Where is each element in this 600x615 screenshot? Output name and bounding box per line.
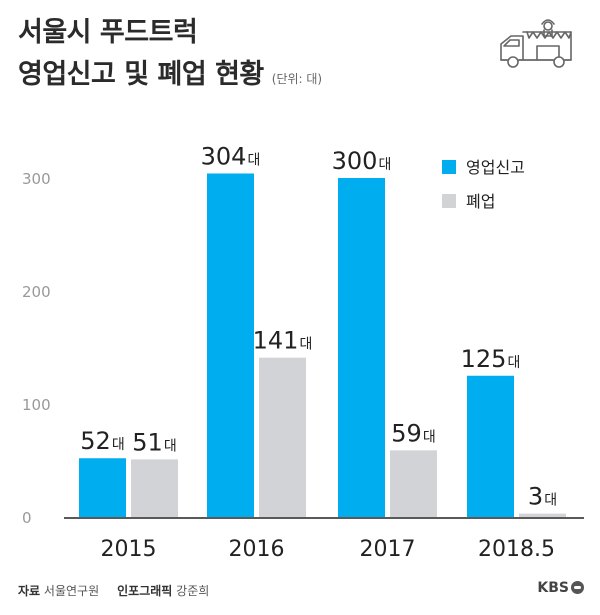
data-label: 59대 xyxy=(391,419,435,447)
bar-closure xyxy=(131,459,178,517)
data-label: 300대 xyxy=(332,147,392,175)
y-axis: 0 100 200 300 xyxy=(22,170,51,527)
x-tick-label: 2018.5 xyxy=(478,537,555,562)
x-axis: 2015 2016 2017 2018.5 xyxy=(64,517,584,562)
data-label: 125대 xyxy=(461,345,521,373)
y-tick-label: 0 xyxy=(22,509,32,527)
page-title: 서울시 푸드트럭 xyxy=(18,17,198,48)
bar-labels: 52대 51대 304대 141대 300대 59대 125대 3대 xyxy=(80,142,557,510)
data-label: 51대 xyxy=(132,428,176,456)
bar-closure xyxy=(390,450,437,517)
brand-text: KBS xyxy=(537,580,569,596)
data-label: 141대 xyxy=(253,327,313,355)
legend-swatch xyxy=(442,160,456,174)
unit-note: (단위: 대) xyxy=(271,72,323,86)
x-tick-label: 2015 xyxy=(101,537,157,562)
brand-logo: KBS xyxy=(537,580,584,596)
data-label: 3대 xyxy=(528,483,557,511)
footer-credits: 자료 서울연구원 인포그래픽 강준희 xyxy=(18,582,209,599)
legend-label: 영업신고 xyxy=(466,158,525,177)
graphic-label: 인포그래픽 xyxy=(117,584,173,598)
kbs-logo-icon xyxy=(571,581,584,594)
x-tick-label: 2016 xyxy=(229,537,285,562)
bar-report xyxy=(207,173,254,518)
source-label: 자료 xyxy=(18,584,41,598)
bar-report xyxy=(467,375,514,517)
food-truck-icon xyxy=(500,19,572,68)
bar-report xyxy=(79,458,126,517)
x-tick-label: 2017 xyxy=(360,537,416,562)
y-tick-label: 100 xyxy=(22,396,51,414)
bar-closure xyxy=(519,513,566,517)
page-subtitle: 영업신고 및 폐업 현황 (단위: 대) xyxy=(18,52,322,91)
legend-swatch xyxy=(442,194,456,208)
graphic-author: 강준희 xyxy=(176,584,210,598)
legend-label: 폐업 xyxy=(466,192,495,211)
bars xyxy=(79,173,566,518)
y-tick-label: 300 xyxy=(22,170,51,188)
data-label: 304대 xyxy=(201,142,261,170)
y-tick-label: 200 xyxy=(22,283,51,301)
bar-closure xyxy=(259,357,306,517)
bar-report xyxy=(338,178,385,517)
data-label: 52대 xyxy=(80,427,124,455)
subtitle-text: 영업신고 및 폐업 현황 xyxy=(18,59,264,90)
source-text: 서울연구원 xyxy=(43,584,100,598)
bar-chart: 0 100 200 300 52대 51대 304대 141대 300대 59대 125대 3대 2… xyxy=(22,142,584,562)
